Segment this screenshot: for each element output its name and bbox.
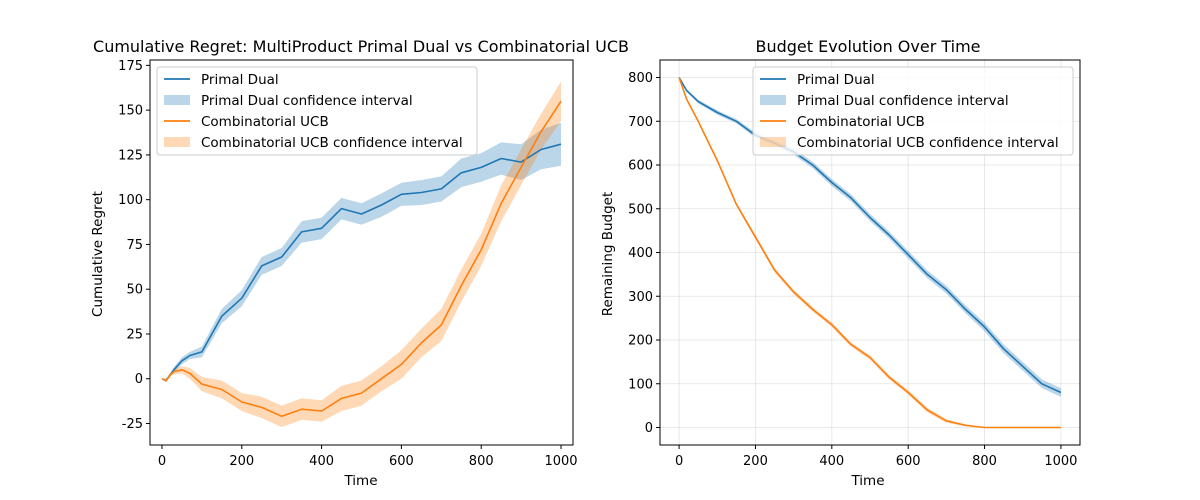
budget-series-0-confidence-band bbox=[679, 77, 1061, 397]
budget-ytick-label: 300 bbox=[628, 290, 653, 305]
budget-xtick-label: 600 bbox=[896, 454, 921, 469]
budget-xtick-label: 1000 bbox=[1044, 454, 1077, 469]
budget-chart: Budget Evolution Over Time Time Remainin… bbox=[600, 37, 1081, 489]
regret-legend-label: Combinatorial UCB bbox=[201, 114, 329, 130]
budget-legend-label: Primal Dual confidence interval bbox=[797, 93, 1009, 109]
budget-legend bbox=[752, 66, 1074, 156]
regret-legend-band-swatch bbox=[164, 137, 190, 147]
regret-ytick-label: 150 bbox=[118, 104, 143, 119]
regret-legend-label: Primal Dual confidence interval bbox=[201, 93, 413, 109]
regret-xtick-label: 1000 bbox=[544, 454, 577, 469]
budget-series-0-line bbox=[678, 77, 1062, 394]
regret-legend-label: Combinatorial UCB confidence interval bbox=[201, 135, 463, 151]
regret-xtick-label: 0 bbox=[158, 454, 166, 469]
budget-legend-label: Combinatorial UCB confidence interval bbox=[797, 135, 1059, 151]
budget-legend-label: Combinatorial UCB bbox=[797, 114, 925, 130]
regret-chart-title: Cumulative Regret: MultiProduct Primal D… bbox=[93, 37, 629, 56]
budget-ytick-label: 400 bbox=[628, 246, 653, 261]
regret-series-1-confidence-band bbox=[162, 81, 561, 428]
budget-ytick-label: 700 bbox=[628, 115, 653, 130]
regret-ytick-label: 0 bbox=[135, 372, 143, 387]
regret-series-0-confidence-band bbox=[162, 122, 561, 383]
regret-xtick-label: 800 bbox=[469, 454, 494, 469]
budget-ytick-label: 500 bbox=[628, 202, 653, 217]
regret-ytick-label: 125 bbox=[118, 148, 143, 163]
budget-xtick-label: 200 bbox=[743, 454, 768, 469]
regret-axes-frame bbox=[149, 59, 574, 446]
regret-legend-band-swatch bbox=[164, 95, 190, 105]
regret-series-0-line bbox=[161, 143, 562, 382]
regret-xtick-label: 600 bbox=[389, 454, 414, 469]
regret-legend-label: Primal Dual bbox=[201, 72, 279, 88]
budget-xtick-label: 800 bbox=[972, 454, 997, 469]
regret-xtick-label: 400 bbox=[309, 454, 334, 469]
budget-chart-ylabel: Remaining Budget bbox=[600, 192, 616, 317]
regret-xtick-label: 200 bbox=[229, 454, 254, 469]
budget-ytick-label: 100 bbox=[628, 377, 653, 392]
budget-xtick-label: 0 bbox=[675, 454, 683, 469]
budget-chart-title: Budget Evolution Over Time bbox=[755, 37, 980, 56]
budget-ytick-label: 800 bbox=[628, 71, 653, 86]
regret-ytick-label: -25 bbox=[122, 417, 143, 432]
regret-ytick-label: 100 bbox=[118, 193, 143, 208]
regret-legend bbox=[156, 66, 478, 156]
regret-series-1-line bbox=[161, 100, 562, 418]
budget-chart-xlabel: Time bbox=[850, 473, 884, 489]
regret-ytick-label: 25 bbox=[126, 327, 143, 342]
budget-ytick-label: 600 bbox=[628, 159, 653, 174]
regret-ytick-label: 175 bbox=[118, 59, 143, 74]
regret-ytick-label: 75 bbox=[126, 238, 143, 253]
regret-ytick-label: 50 bbox=[126, 283, 143, 298]
regret-chart-ylabel: Cumulative Regret bbox=[90, 191, 106, 317]
budget-legend-band-swatch bbox=[760, 95, 786, 105]
budget-ytick-label: 200 bbox=[628, 334, 653, 349]
budget-xtick-label: 400 bbox=[819, 454, 844, 469]
budget-legend-band-swatch bbox=[760, 137, 786, 147]
regret-chart-xlabel: Time bbox=[343, 473, 377, 489]
budget-legend-label: Primal Dual bbox=[797, 72, 875, 88]
budget-ytick-label: 0 bbox=[645, 421, 653, 436]
regret-chart: Cumulative Regret: MultiProduct Primal D… bbox=[90, 37, 629, 489]
budget-series-1-line bbox=[678, 77, 1061, 429]
